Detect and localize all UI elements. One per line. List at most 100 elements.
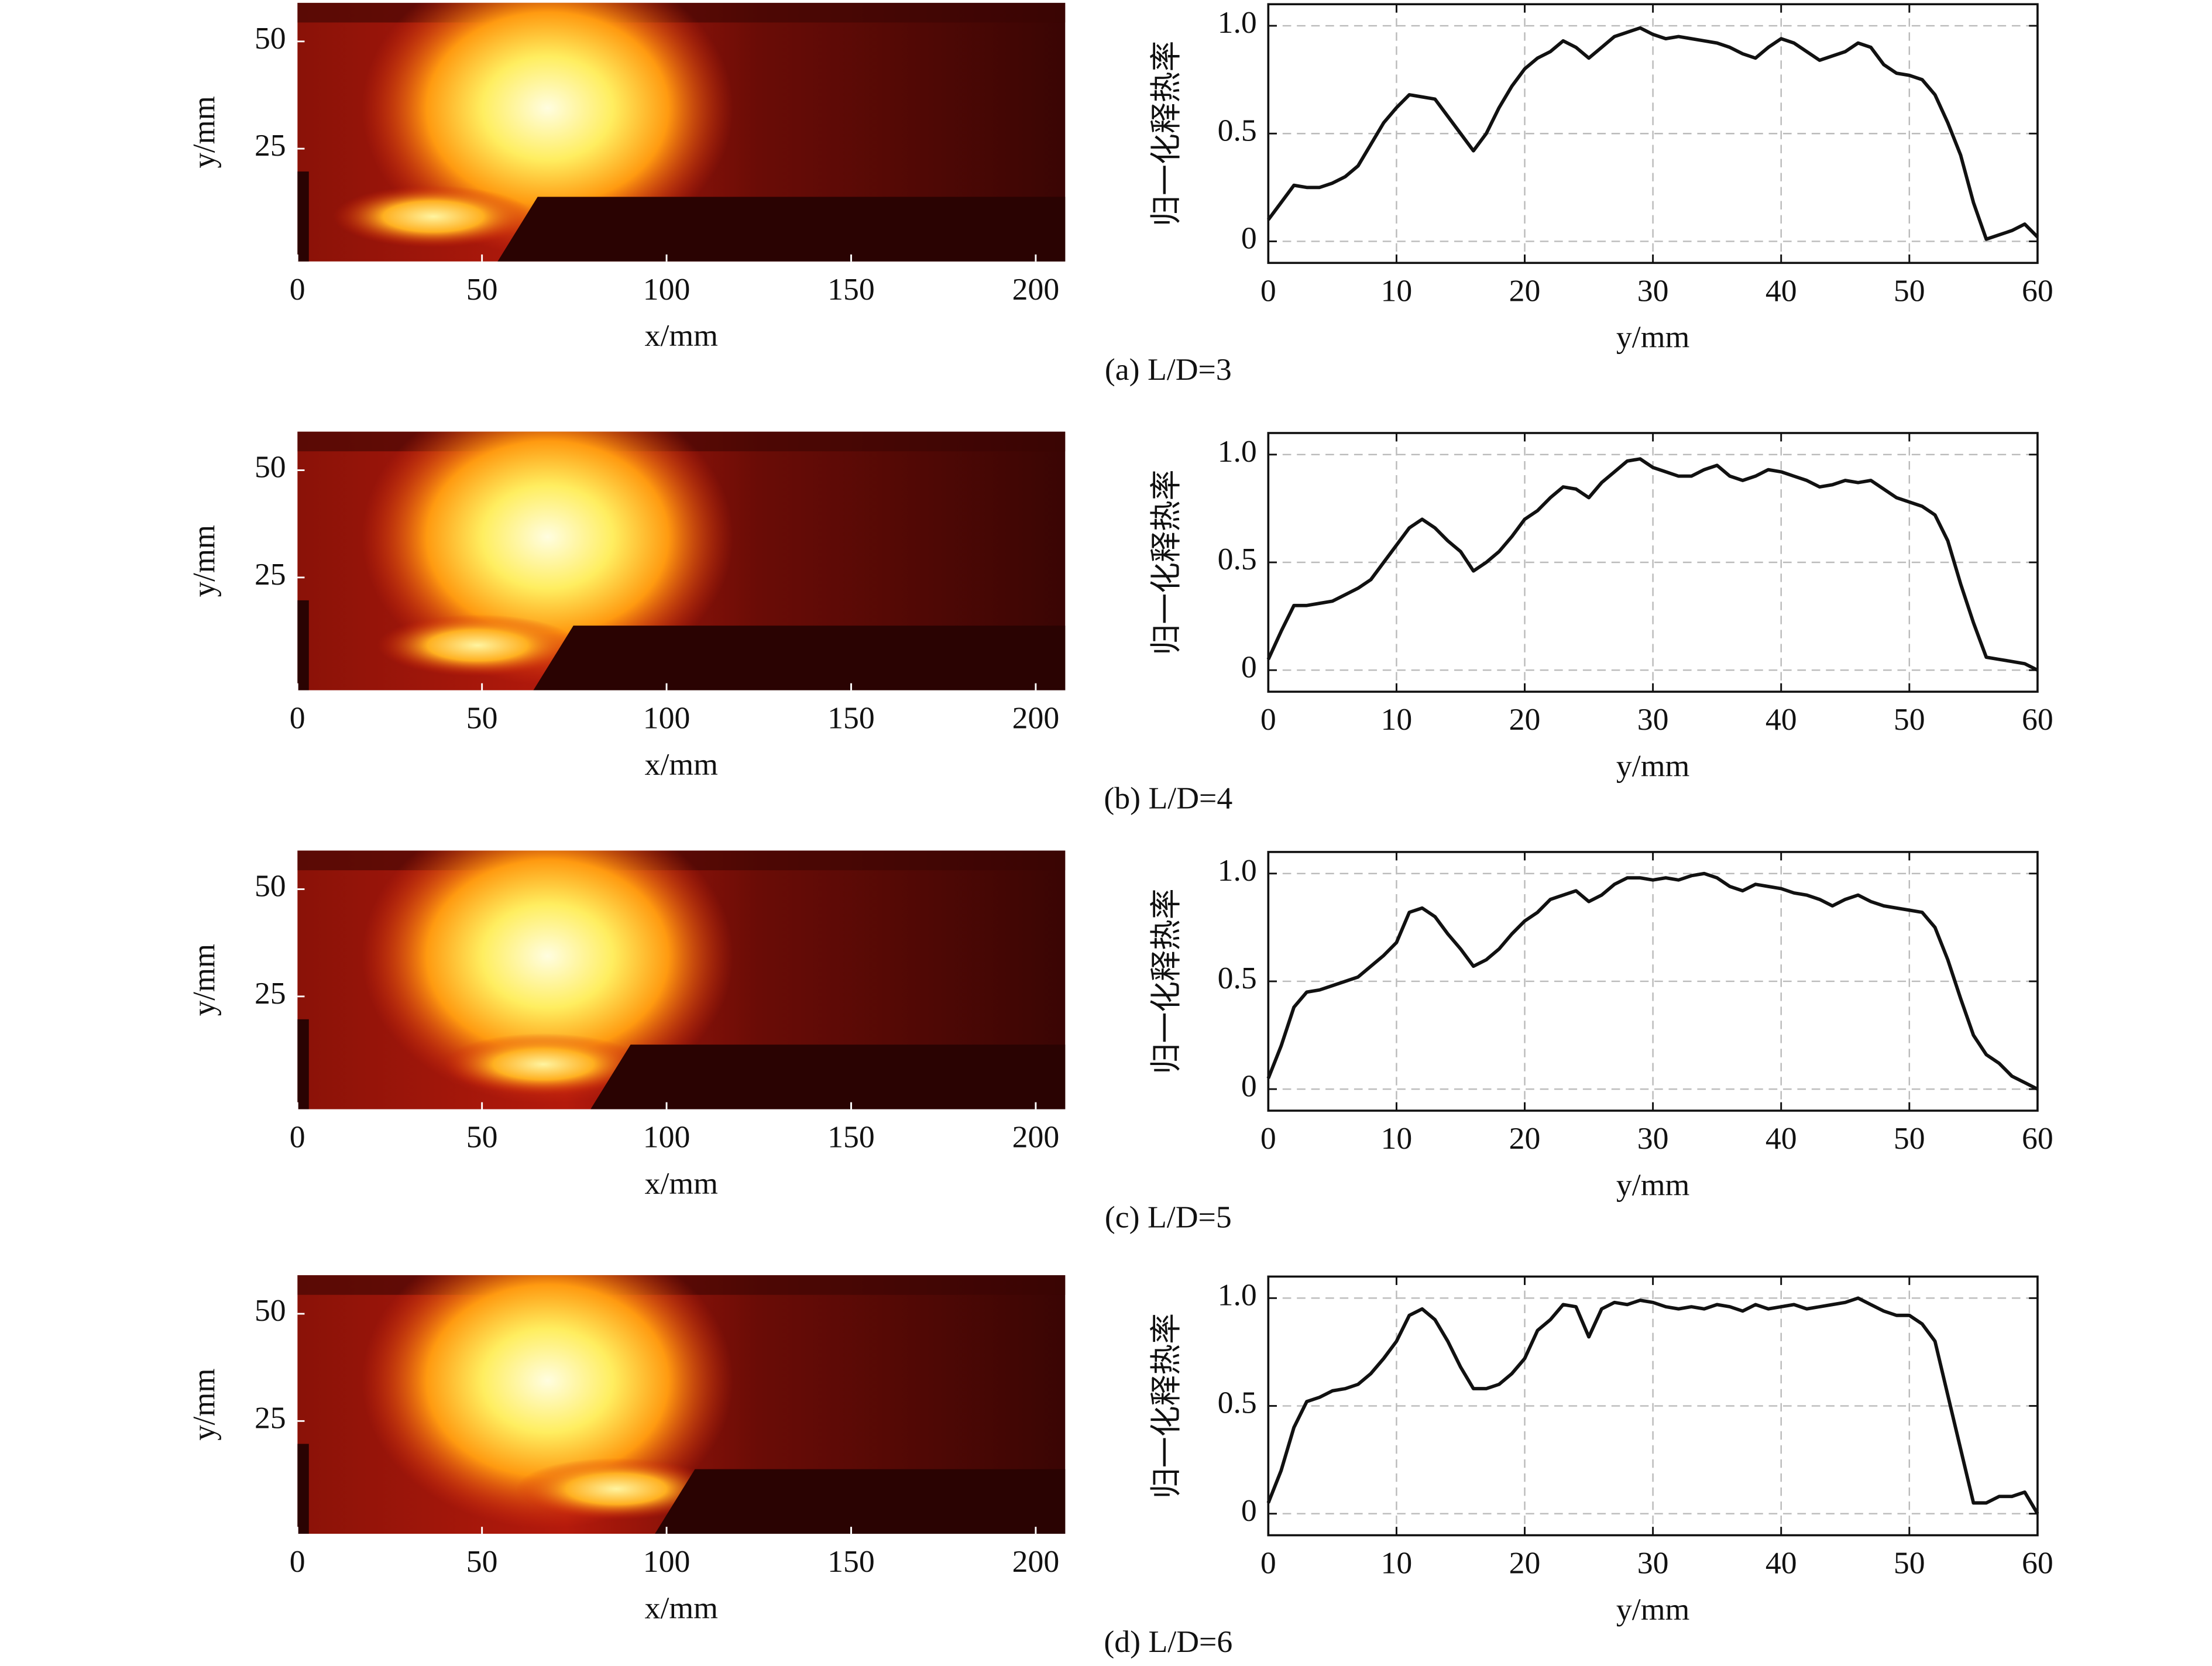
x-axis-label: x/mm bbox=[645, 1591, 718, 1625]
x-tick-label: 150 bbox=[827, 272, 875, 306]
x-tick-label: 60 bbox=[2022, 1546, 2053, 1580]
y-axis-label: 归一化释热率 bbox=[1149, 888, 1184, 1074]
y-tick-label: 25 bbox=[255, 129, 286, 163]
left-edge bbox=[297, 171, 309, 262]
x-tick-label: 30 bbox=[1637, 702, 1669, 737]
flame-jet bbox=[377, 614, 578, 676]
flame-core bbox=[362, 850, 734, 1104]
y-tick-label: 50 bbox=[255, 869, 286, 903]
x-axis-label: y/mm bbox=[1616, 1592, 1689, 1626]
x-tick-label: 200 bbox=[1012, 1545, 1060, 1579]
x-tick-label: 100 bbox=[643, 701, 691, 735]
y-tick-label: 0.5 bbox=[1218, 961, 1257, 995]
dark-step bbox=[590, 1045, 1066, 1109]
y-tick-label: 0.5 bbox=[1218, 1386, 1257, 1420]
x-tick-label: 50 bbox=[1894, 1121, 1925, 1155]
y-tick-label: 1.0 bbox=[1218, 6, 1257, 40]
y-tick-label: 0 bbox=[1241, 221, 1257, 255]
x-tick-label: 10 bbox=[1381, 1121, 1413, 1155]
y-tick-label: 1.0 bbox=[1218, 434, 1257, 468]
x-tick-label: 100 bbox=[643, 272, 691, 306]
x-tick-label: 30 bbox=[1637, 1546, 1669, 1580]
caption: (b) L/D=4 bbox=[1104, 781, 1232, 815]
x-tick-label: 50 bbox=[1894, 274, 1925, 308]
y-tick-label: 1.0 bbox=[1218, 1278, 1257, 1313]
x-tick-label: 200 bbox=[1012, 701, 1060, 735]
x-tick-label: 0 bbox=[290, 272, 305, 306]
x-tick-label: 0 bbox=[290, 1120, 305, 1154]
x-tick-label: 50 bbox=[466, 701, 498, 735]
x-axis-label: y/mm bbox=[1616, 320, 1689, 354]
x-axis-label: x/mm bbox=[645, 747, 718, 781]
x-tick-label: 30 bbox=[1637, 1121, 1669, 1155]
x-tick-label: 0 bbox=[290, 1545, 305, 1579]
caption: (a) L/D=3 bbox=[1105, 352, 1232, 386]
y-tick-label: 50 bbox=[255, 21, 286, 55]
x-tick-label: 30 bbox=[1637, 274, 1669, 308]
plot-frame bbox=[1267, 3, 2039, 265]
x-tick-label: 0 bbox=[290, 701, 305, 735]
data-line bbox=[1266, 26, 2039, 241]
y-axis-label: y/mm bbox=[187, 944, 221, 1016]
y-tick-label: 25 bbox=[255, 1401, 286, 1435]
data-line bbox=[1266, 1296, 2039, 1515]
dark-step bbox=[497, 197, 1066, 262]
x-tick-label: 10 bbox=[1381, 702, 1413, 737]
x-tick-label: 60 bbox=[2022, 1121, 2053, 1155]
x-tick-label: 50 bbox=[466, 1120, 498, 1154]
y-tick-label: 25 bbox=[255, 976, 286, 1010]
flame-image bbox=[297, 431, 1066, 691]
y-axis-label: y/mm bbox=[187, 96, 221, 168]
caption: (d) L/D=6 bbox=[1104, 1624, 1232, 1659]
dark-step bbox=[655, 1469, 1066, 1534]
left-edge bbox=[297, 600, 309, 691]
x-tick-label: 50 bbox=[1894, 1546, 1925, 1580]
y-tick-label: 0 bbox=[1241, 1493, 1257, 1527]
x-tick-label: 10 bbox=[1381, 274, 1413, 308]
y-axis-label: y/mm bbox=[187, 1368, 221, 1440]
x-tick-label: 200 bbox=[1012, 272, 1060, 306]
flame-jet bbox=[333, 186, 534, 248]
x-tick-label: 20 bbox=[1509, 1121, 1541, 1155]
x-tick-label: 0 bbox=[1260, 702, 1276, 737]
flame-image bbox=[297, 2, 1066, 262]
x-tick-label: 200 bbox=[1012, 1120, 1060, 1154]
x-tick-label: 0 bbox=[1260, 1546, 1276, 1580]
y-tick-label: 0 bbox=[1241, 1069, 1257, 1103]
x-tick-label: 40 bbox=[1766, 1121, 1797, 1155]
x-tick-label: 20 bbox=[1509, 274, 1541, 308]
y-tick-label: 25 bbox=[255, 557, 286, 591]
y-axis-label: y/mm bbox=[187, 525, 221, 597]
flame-jet bbox=[443, 1033, 644, 1095]
plot-frame bbox=[1267, 432, 2039, 693]
data-line bbox=[1266, 871, 2039, 1091]
x-tick-label: 20 bbox=[1509, 1546, 1541, 1580]
x-tick-label: 50 bbox=[466, 1545, 498, 1579]
y-tick-label: 0.5 bbox=[1218, 114, 1257, 147]
flame-image bbox=[297, 1275, 1066, 1534]
x-tick-label: 50 bbox=[1894, 702, 1925, 737]
y-axis-label: 归一化释热率 bbox=[1149, 469, 1184, 655]
plot-frame bbox=[1267, 851, 2039, 1112]
x-tick-label: 150 bbox=[827, 1120, 875, 1154]
x-tick-label: 20 bbox=[1509, 702, 1541, 737]
x-tick-label: 10 bbox=[1381, 1546, 1413, 1580]
flame-jet bbox=[516, 1458, 717, 1520]
caption: (c) L/D=5 bbox=[1105, 1200, 1232, 1234]
plot-frame bbox=[1267, 1275, 2039, 1537]
x-tick-label: 50 bbox=[466, 272, 498, 306]
flame-image bbox=[297, 850, 1066, 1109]
y-tick-label: 0 bbox=[1241, 650, 1257, 684]
y-tick-label: 0.5 bbox=[1218, 542, 1257, 576]
x-tick-label: 40 bbox=[1766, 274, 1797, 308]
left-edge bbox=[297, 1444, 309, 1534]
x-tick-label: 60 bbox=[2022, 274, 2053, 308]
x-tick-label: 100 bbox=[643, 1545, 691, 1579]
x-tick-label: 150 bbox=[827, 701, 875, 735]
x-axis-label: y/mm bbox=[1616, 1168, 1689, 1203]
data-line bbox=[1266, 457, 2039, 672]
left-edge bbox=[297, 1019, 309, 1109]
x-tick-label: 0 bbox=[1260, 1121, 1276, 1155]
y-axis-label: 归一化释热率 bbox=[1149, 1313, 1184, 1499]
